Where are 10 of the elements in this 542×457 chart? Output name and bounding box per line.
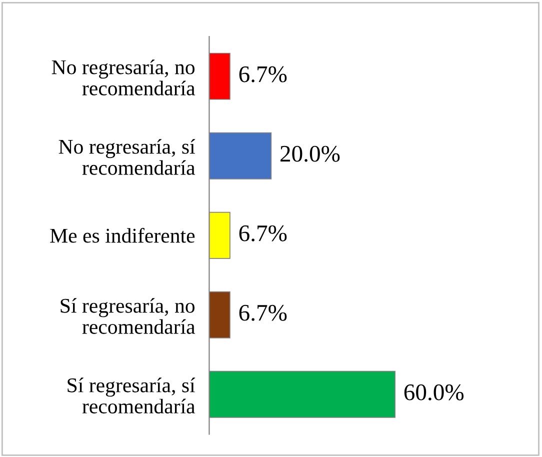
y-tick-label: No regresaría, sí recomendaría <box>58 139 196 175</box>
y-tick-label: Sí regresaría, sí recomendaría <box>68 378 196 414</box>
y-tick-label: Me es indiferente <box>50 228 195 243</box>
data-label: 6.7% <box>239 304 287 321</box>
y-tick-label: No regresaría, no recomendaría <box>52 60 196 96</box>
data-label: 6.7% <box>239 66 287 82</box>
data-label: 60.0% <box>404 384 464 400</box>
data-label: 20.0% <box>280 146 340 162</box>
data-label: 6.7% <box>239 225 287 242</box>
y-tick-label: Sí regresaría, no recomendaría <box>60 298 196 334</box>
